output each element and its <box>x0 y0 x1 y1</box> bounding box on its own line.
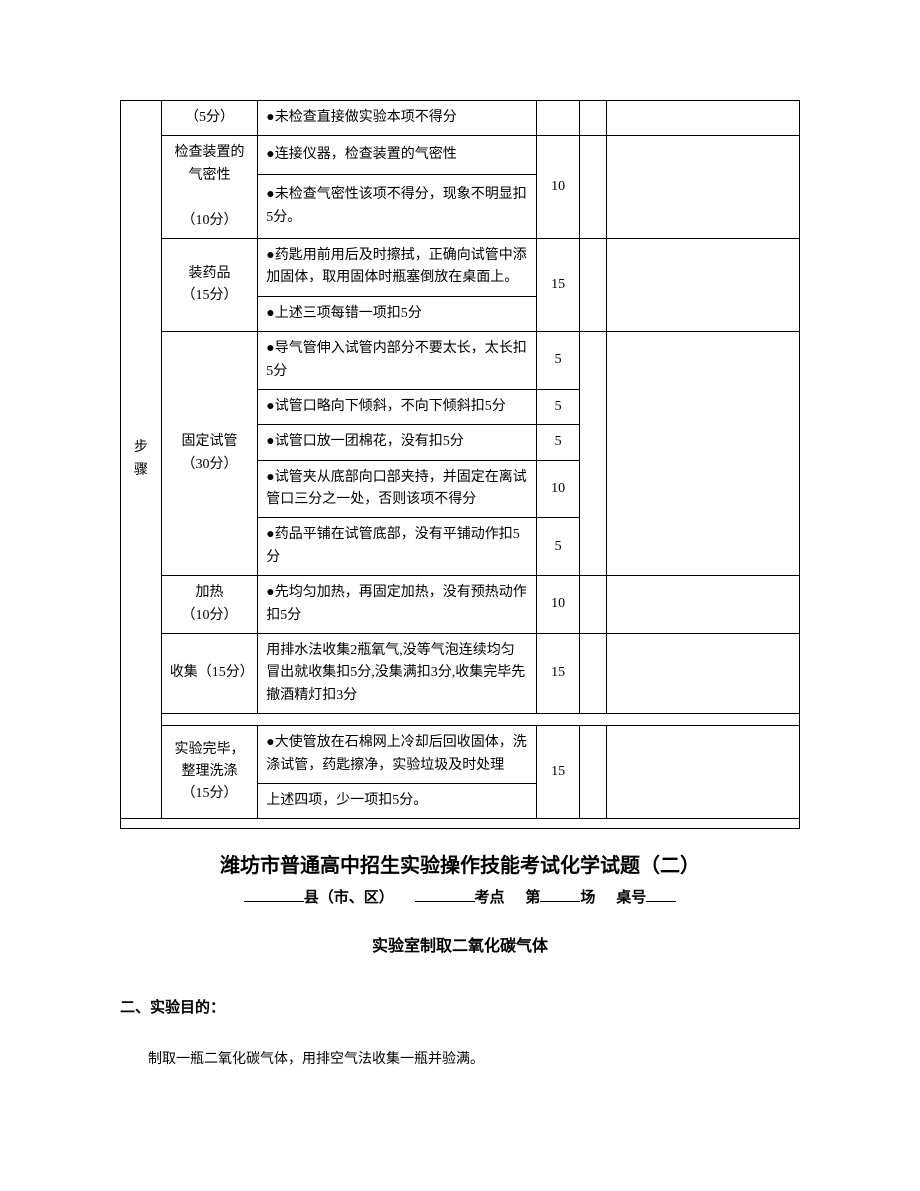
step-cell: 收集（15分） <box>161 634 258 714</box>
blank-field[interactable] <box>415 887 475 902</box>
score-cell: 15 <box>537 726 580 819</box>
section-heading: 二、实验目的： <box>120 996 800 1017</box>
desc-cell: ●药品平铺在试管底部，没有平铺动作扣5分 <box>258 518 537 576</box>
step-cell: 加热 （10分） <box>161 576 258 634</box>
score-cell: 10 <box>537 460 580 518</box>
desc-cell: 用排水法收集2瓶氧气,没等气泡连续均匀冒出就收集扣5分,没集满扣3分,收集完毕先… <box>258 634 537 714</box>
step-cell: 固定试管 （30分） <box>161 332 258 576</box>
desc-cell: ●上述三项每错一项扣5分 <box>258 296 537 331</box>
experiment-title: 实验室制取二氧化碳气体 <box>120 932 800 956</box>
subtitle-line: 县（市、区） 考点 第 场 桌号 <box>120 886 800 907</box>
step-cell: 装药品 （15分） <box>161 238 258 331</box>
score-cell: 5 <box>537 518 580 576</box>
category-cell: 步骤 <box>121 101 162 819</box>
empty-cell <box>606 238 799 331</box>
empty-cell <box>580 576 607 634</box>
empty-cell <box>606 101 799 136</box>
desc-cell: ●连接仪器，检查装置的气密性 <box>258 136 537 175</box>
desc-cell: ●未检查气密性该项不得分，现象不明显扣5分。 <box>258 175 537 239</box>
score-cell <box>537 101 580 136</box>
score-cell: 5 <box>537 425 580 460</box>
table-row: 实验完毕，整理洗涤 （15分） ●大使管放在石棉网上冷却后回收固体，洗涤试管，药… <box>121 726 800 784</box>
desc-cell: ●导气管伸入试管内部分不要太长，太长扣5分 <box>258 332 537 390</box>
empty-cell <box>580 332 607 576</box>
title-section: 潍坊市普通高中招生实验操作技能考试化学试题（二） 县（市、区） 考点 第 场 桌号… <box>120 849 800 956</box>
score-cell: 10 <box>537 136 580 239</box>
score-cell: 5 <box>537 332 580 390</box>
body-text: 制取一瓶二氧化碳气体，用排空气法收集一瓶并验满。 <box>120 1047 800 1072</box>
empty-cell <box>580 634 607 714</box>
table-row: 固定试管 （30分） ●导气管伸入试管内部分不要太长，太长扣5分 5 <box>121 332 800 390</box>
score-cell: 5 <box>537 389 580 424</box>
empty-cell <box>606 576 799 634</box>
empty-cell <box>606 332 799 576</box>
desc-cell: ●药匙用前用后及时擦拭，正确向试管中添加固体，取用固体时瓶塞倒放在桌面上。 <box>258 238 537 296</box>
separator-row <box>121 714 800 726</box>
table-row: 步骤 （5分） ●未检查直接做实验本项不得分 <box>121 101 800 136</box>
scoring-table: 步骤 （5分） ●未检查直接做实验本项不得分 检查装置的气密性 （10分） ●连… <box>120 100 800 829</box>
bottom-cell <box>121 819 800 829</box>
blank-field[interactable] <box>244 887 304 902</box>
subtitle-part: 场 <box>580 889 595 906</box>
score-cell: 15 <box>537 238 580 331</box>
table-body: 步骤 （5分） ●未检查直接做实验本项不得分 检查装置的气密性 （10分） ●连… <box>121 101 800 829</box>
empty-cell <box>606 726 799 819</box>
empty-cell <box>580 136 607 239</box>
desc-cell: ●先均匀加热，再固定加热，没有预热动作扣5分 <box>258 576 537 634</box>
desc-cell: 上述四项，少一项扣5分。 <box>258 783 537 818</box>
empty-cell <box>580 101 607 136</box>
empty-cell <box>606 136 799 239</box>
empty-cell <box>606 634 799 714</box>
empty-cell <box>580 238 607 331</box>
subtitle-part: 县（市、区） <box>304 889 394 906</box>
desc-cell: ●大使管放在石棉网上冷却后回收固体，洗涤试管，药匙擦净，实验垃圾及时处理 <box>258 726 537 784</box>
score-cell: 15 <box>537 634 580 714</box>
blank-field[interactable] <box>646 887 676 902</box>
score-cell: 10 <box>537 576 580 634</box>
desc-cell: ●未检查直接做实验本项不得分 <box>258 101 537 136</box>
desc-cell: ●试管口略向下倾斜，不向下倾斜扣5分 <box>258 389 537 424</box>
subtitle-part: 第 <box>525 889 540 906</box>
blank-field[interactable] <box>540 887 580 902</box>
desc-cell: ●试管夹从底部向口部夹持，并固定在离试管口三分之一处，否则该项不得分 <box>258 460 537 518</box>
empty-cell <box>580 726 607 819</box>
subtitle-part: 桌号 <box>616 889 646 906</box>
table-row: 检查装置的气密性 （10分） ●连接仪器，检查装置的气密性 10 <box>121 136 800 175</box>
table-row: 收集（15分） 用排水法收集2瓶氧气,没等气泡连续均匀冒出就收集扣5分,没集满扣… <box>121 634 800 714</box>
step-cell: 检查装置的气密性 （10分） <box>161 136 258 239</box>
desc-cell: ●试管口放一团棉花，没有扣5分 <box>258 425 537 460</box>
separator-cell <box>161 714 799 726</box>
step-cell: 实验完毕，整理洗涤 （15分） <box>161 726 258 819</box>
step-cell: （5分） <box>161 101 258 136</box>
main-title: 潍坊市普通高中招生实验操作技能考试化学试题（二） <box>120 849 800 878</box>
table-bottom-row <box>121 819 800 829</box>
table-row: 装药品 （15分） ●药匙用前用后及时擦拭，正确向试管中添加固体，取用固体时瓶塞… <box>121 238 800 296</box>
subtitle-part: 考点 <box>475 889 505 906</box>
table-row: 加热 （10分） ●先均匀加热，再固定加热，没有预热动作扣5分 10 <box>121 576 800 634</box>
